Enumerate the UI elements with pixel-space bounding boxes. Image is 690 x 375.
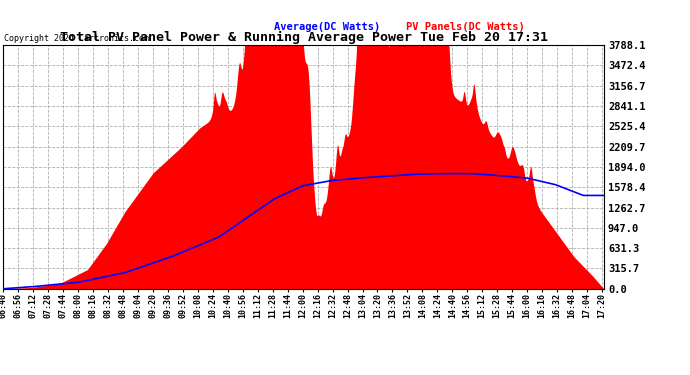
- Text: Copyright 2024 Cartronics.com: Copyright 2024 Cartronics.com: [4, 34, 149, 43]
- Text: Average(DC Watts): Average(DC Watts): [273, 22, 380, 32]
- Text: PV Panels(DC Watts): PV Panels(DC Watts): [406, 22, 524, 32]
- Title: Total PV Panel Power & Running Average Power Tue Feb 20 17:31: Total PV Panel Power & Running Average P…: [59, 31, 548, 44]
